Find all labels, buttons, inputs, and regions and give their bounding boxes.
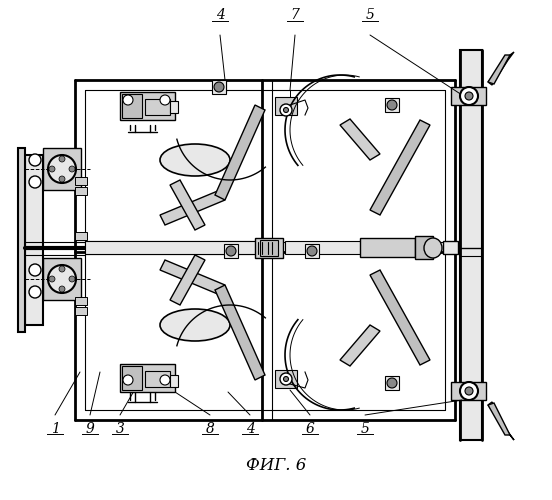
Polygon shape <box>160 190 225 225</box>
Circle shape <box>387 100 397 110</box>
Circle shape <box>465 387 473 395</box>
Bar <box>385 98 399 112</box>
Polygon shape <box>488 403 510 435</box>
Bar <box>18 148 25 332</box>
Circle shape <box>49 276 55 282</box>
Text: 8: 8 <box>205 422 214 436</box>
Circle shape <box>214 82 224 92</box>
Polygon shape <box>370 270 430 365</box>
Bar <box>224 244 238 258</box>
Bar <box>385 376 399 390</box>
Circle shape <box>387 378 397 388</box>
Circle shape <box>123 375 133 385</box>
Polygon shape <box>170 180 205 230</box>
Circle shape <box>59 156 65 162</box>
Circle shape <box>29 176 41 188</box>
Bar <box>170 101 178 113</box>
Bar <box>75 232 87 240</box>
Text: 4: 4 <box>216 8 225 22</box>
Bar <box>145 371 170 387</box>
Bar <box>122 366 142 390</box>
Bar <box>415 236 433 259</box>
Bar <box>275 97 297 115</box>
Polygon shape <box>370 120 430 215</box>
Polygon shape <box>488 402 514 440</box>
Text: 4: 4 <box>246 422 254 436</box>
Circle shape <box>307 246 317 256</box>
Bar <box>260 240 278 256</box>
Bar <box>145 99 170 115</box>
Circle shape <box>465 92 473 100</box>
Bar <box>25 155 43 325</box>
Circle shape <box>280 104 292 116</box>
Circle shape <box>123 95 133 105</box>
Circle shape <box>69 276 75 282</box>
Bar <box>255 238 283 258</box>
Text: 6: 6 <box>306 422 315 436</box>
Polygon shape <box>340 325 380 366</box>
Circle shape <box>49 166 55 172</box>
Circle shape <box>29 264 41 276</box>
Polygon shape <box>215 105 265 200</box>
Ellipse shape <box>160 144 230 176</box>
Polygon shape <box>160 260 225 295</box>
Polygon shape <box>488 55 510 84</box>
Circle shape <box>59 176 65 182</box>
Bar <box>75 177 87 185</box>
Bar <box>120 364 175 392</box>
Bar <box>75 187 87 195</box>
Bar <box>451 87 486 105</box>
Circle shape <box>69 166 75 172</box>
Circle shape <box>280 373 292 385</box>
Circle shape <box>59 266 65 272</box>
Text: 1: 1 <box>51 422 60 436</box>
Circle shape <box>48 155 76 183</box>
Polygon shape <box>170 255 205 305</box>
Text: ФИГ. 6: ФИГ. 6 <box>246 456 306 473</box>
Text: 5: 5 <box>365 8 374 22</box>
Circle shape <box>48 265 76 293</box>
Text: 5: 5 <box>360 422 369 436</box>
Bar <box>285 241 425 254</box>
Circle shape <box>59 286 65 292</box>
Bar <box>170 375 178 387</box>
Circle shape <box>284 376 289 382</box>
Ellipse shape <box>424 238 442 258</box>
Bar <box>75 297 87 305</box>
Bar <box>212 80 226 94</box>
Ellipse shape <box>160 309 230 341</box>
Circle shape <box>29 286 41 298</box>
Polygon shape <box>215 285 265 380</box>
Circle shape <box>284 108 289 112</box>
Circle shape <box>160 375 170 385</box>
Bar <box>85 241 260 254</box>
Circle shape <box>160 95 170 105</box>
Text: 7: 7 <box>290 8 299 22</box>
Bar <box>305 244 319 258</box>
Circle shape <box>226 246 236 256</box>
Bar <box>443 241 458 254</box>
Text: 3: 3 <box>115 422 124 436</box>
Bar <box>122 94 142 118</box>
Bar <box>275 370 297 388</box>
Circle shape <box>29 154 41 166</box>
Bar <box>360 238 415 257</box>
Bar <box>43 148 81 190</box>
Circle shape <box>460 382 478 400</box>
Bar <box>451 382 486 400</box>
Bar <box>120 92 175 120</box>
Circle shape <box>460 87 478 105</box>
Polygon shape <box>340 119 380 160</box>
Text: 9: 9 <box>86 422 94 436</box>
Bar <box>43 258 81 300</box>
Bar <box>75 307 87 315</box>
Bar <box>460 50 482 440</box>
Polygon shape <box>488 52 514 85</box>
